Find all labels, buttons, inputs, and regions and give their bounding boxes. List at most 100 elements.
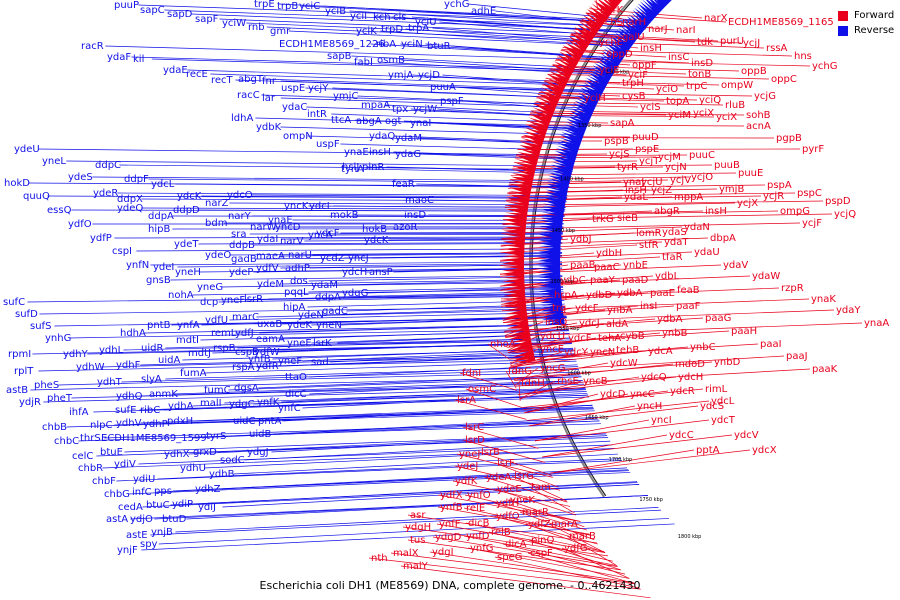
forward-gene-block-ynbB: [533, 103, 556, 116]
reverse-gene-label: pheS: [34, 380, 59, 391]
reverse-gene-label: slyA: [141, 374, 162, 385]
gene-callout-line: [451, 45, 621, 61]
reverse-gene-label: ompN: [283, 131, 313, 142]
gene-callout-line: [104, 420, 600, 439]
forward-gene-label: yncG: [540, 363, 566, 374]
reverse-gene-label: ribA: [376, 39, 396, 50]
gene-callout-line: [288, 30, 630, 47]
reverse-gene-label: hipA: [283, 302, 305, 313]
reverse-gene-label: ydeQ: [117, 203, 143, 214]
forward-gene-block-dicC: [502, 288, 526, 294]
reverse-gene-block-ydeK: [584, 80, 606, 94]
gene-callout-line: [500, 256, 661, 266]
forward-gene-label: pspD: [825, 196, 851, 207]
reverse-gene-label: ydeK: [287, 320, 312, 331]
reverse-gene-label: pdxH: [167, 416, 193, 427]
gene-callout-line: [58, 371, 580, 386]
forward-gene-label: ynfB: [440, 502, 463, 513]
reverse-gene-label: astB: [6, 385, 28, 396]
reverse-gene-label: puuP: [114, 0, 139, 11]
gene-callout-line: [393, 151, 577, 159]
reverse-gene-label: ynfN: [126, 260, 149, 271]
gene-callout-line: [493, 502, 587, 531]
forward-gene-label: insH: [625, 185, 647, 196]
forward-gene-block-ydfK: [504, 306, 527, 311]
reverse-gene-label: lar: [262, 93, 276, 104]
gene-callout-line: [522, 390, 669, 411]
reverse-gene-label: ydaG: [395, 149, 421, 160]
forward-gene-label: paaK: [812, 364, 838, 375]
reverse-gene-label: dicC: [285, 389, 307, 400]
reverse-gene-label: sapD: [167, 9, 193, 20]
reverse-gene-label: ydeN: [298, 310, 324, 321]
reverse-gene-label: ddpD: [173, 205, 200, 216]
reverse-gene-label: tynA: [341, 164, 364, 175]
gene-callout-line: [509, 179, 669, 184]
forward-gene-label: ynbD: [714, 357, 741, 368]
reverse-gene-label: pqqL: [284, 287, 309, 298]
forward-gene-label: yciM: [668, 110, 691, 121]
forward-gene-label: sieB: [617, 213, 638, 224]
forward-gene-label: trpC: [686, 81, 707, 92]
forward-gene-block-paaB: [584, 11, 604, 27]
reverse-gene-label: ydhQ: [116, 391, 143, 402]
reverse-gene-label: ddpA: [315, 292, 341, 303]
forward-gene-label: ydaU: [694, 247, 720, 258]
forward-gene-label: ycjO: [691, 172, 713, 183]
reverse-gene-label: trpA: [408, 23, 429, 34]
gene-callout-line: [518, 382, 521, 402]
forward-gene-label: asr: [410, 510, 426, 521]
reverse-gene-label: yciN: [401, 39, 423, 50]
forward-gene-block-ydeA: [502, 244, 525, 249]
forward-gene-label: yciQ: [699, 95, 721, 106]
reverse-gene-block-hdhA: [575, 97, 596, 109]
reverse-gene-block-ddpB: [595, 60, 616, 74]
reverse-gene-label: fnr: [262, 76, 277, 87]
reverse-gene-label: yciW: [222, 18, 246, 29]
reverse-gene-label: ydcK: [364, 235, 389, 246]
reverse-gene-label: ydaC: [282, 102, 307, 113]
forward-gene-block-yneK: [502, 254, 525, 259]
forward-gene-block-nhoA: [506, 201, 529, 207]
reverse-strand-track: [538, 0, 672, 326]
forward-gene-label: ydcR: [670, 386, 695, 397]
gene-callout-line: [117, 192, 568, 196]
gene-callout-line: [501, 292, 649, 305]
reverse-gene-label: rspB: [213, 343, 236, 354]
forward-gene-label: narJ: [648, 24, 668, 35]
forward-gene-label: ycjQ: [834, 209, 856, 220]
reverse-gene-label: ychG: [444, 0, 470, 10]
forward-gene-block-ydbH: [586, 9, 607, 25]
forward-gene-label: oppF: [632, 60, 657, 71]
forward-gene-label: ydfX: [440, 490, 463, 501]
reverse-gene-block-yneH: [592, 65, 614, 80]
reverse-gene-label: pntA: [258, 416, 282, 427]
reverse-gene-label: hdhA: [120, 328, 146, 339]
forward-gene-block-yncE: [529, 113, 552, 125]
reverse-gene-label: ydfJ: [235, 328, 254, 339]
reverse-gene-label: ttaO: [285, 372, 307, 383]
reverse-gene-label: fumA: [180, 368, 207, 379]
forward-gene-label: osmC: [468, 384, 496, 395]
forward-gene-label: ychG: [812, 61, 838, 72]
reverse-gene-label: cspB: [235, 347, 259, 358]
reverse-gene-label: ydhW: [76, 362, 105, 373]
reverse-gene-label: sapC: [140, 5, 165, 16]
gene-callout-line: [464, 494, 581, 522]
reverse-gene-block-ynjB: [541, 313, 565, 320]
gene-callout-line: [524, 393, 629, 414]
reverse-gene-label: dcp: [200, 297, 218, 308]
forward-gene-label: tyrR: [617, 162, 638, 173]
gene-callout-line: [372, 254, 563, 259]
forward-gene-label: pptA: [696, 445, 720, 456]
forward-gene-label: ynbA: [607, 305, 633, 316]
reverse-gene-block-pps: [539, 289, 562, 296]
reverse-gene-label: ydaI: [257, 234, 278, 245]
gene-callout-line: [253, 243, 563, 246]
gene-callout-line: [71, 209, 566, 212]
reverse-gene-label: yciB: [325, 6, 346, 17]
forward-gene-label: speG: [497, 552, 522, 563]
gene-callout-line: [47, 195, 568, 199]
forward-gene-block-rimL: [518, 148, 540, 157]
